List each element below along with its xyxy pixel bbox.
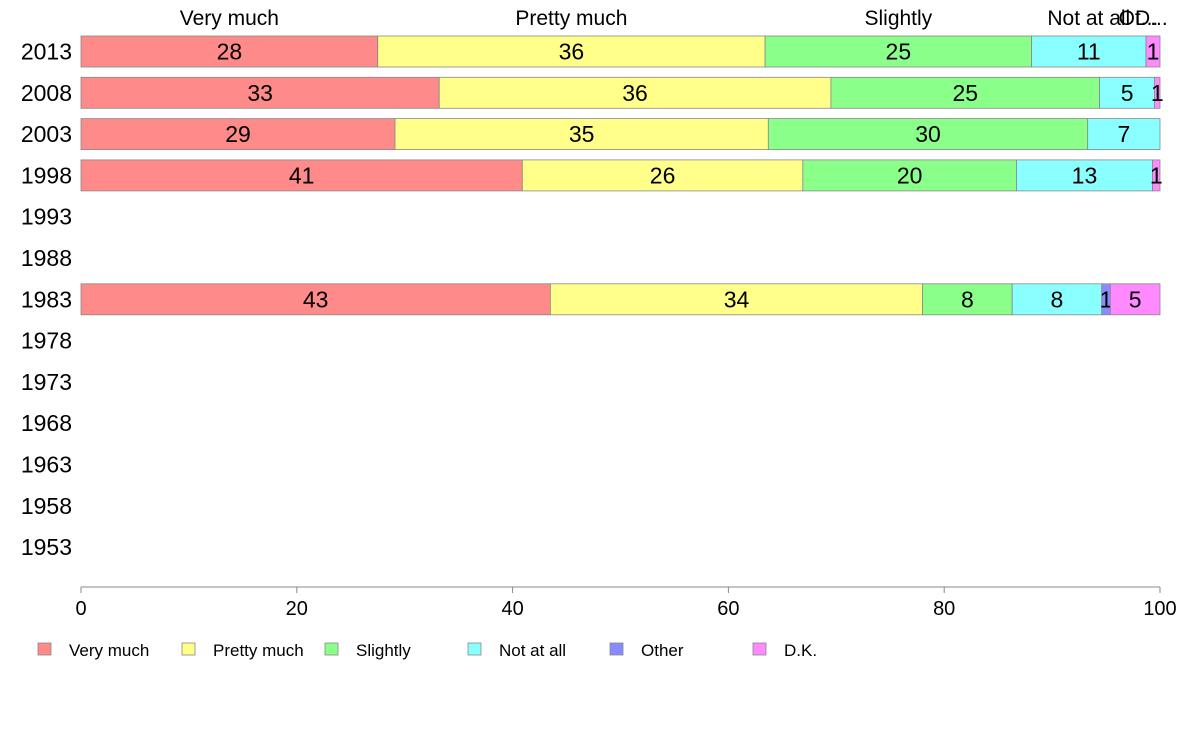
top-label-3: Not at all [1047,7,1130,30]
data-label-1998-d-k-: 1 [1150,162,1163,188]
data-label-1998-not-at-all: 13 [1072,162,1098,188]
bar-2008-very-much [80,76,440,109]
legend-swatch-pretty-much [181,642,196,656]
data-label-1983-very-much: 43 [303,286,329,312]
legend-swatch-other [609,642,624,656]
legend-swatch-very-much [37,642,52,656]
y-tick-label-1988: 1988 [21,245,72,271]
bar-1998-slightly [802,159,1017,192]
data-label-1998-pretty-much: 26 [650,162,676,188]
x-tick-label-60: 60 [717,598,739,620]
bar-1983-slightly [922,283,1013,316]
bar-2003-slightly [767,118,1089,150]
data-label-2003-very-much: 29 [225,121,251,147]
data-label-1983-d-k-: 5 [1129,286,1142,312]
legend-label-d-k-: D.K. [784,641,817,660]
y-tick-label-1983: 1983 [21,286,72,312]
data-label-2008-d-k-: 1 [1151,80,1164,106]
x-tick-label-100: 100 [1143,598,1176,620]
data-label-1983-slightly: 8 [961,286,974,312]
data-label-2008-pretty-much: 36 [622,80,648,106]
data-label-1983-pretty-much: 34 [724,286,750,312]
top-label-0: Very much [180,7,279,30]
bar-2003-not-at-all [1087,118,1161,150]
y-tick-label-1968: 1968 [21,410,72,436]
data-label-2013-not-at-all: 11 [1077,39,1101,65]
bar-1998-d-k- [1152,159,1161,192]
data-label-2003-slightly: 30 [915,121,941,147]
legend: Very much Pretty much Slightly Not at all Ot… [37,641,817,660]
legend-swatch-not-at-all [467,642,482,656]
bars-group: 28 36 25 11 133 36 25 5 129 35 30 741 26 20 13 143 34 8 8 1… [80,35,1164,316]
bar-2003-very-much [80,118,396,150]
legend-swatch-d-k- [752,642,767,656]
data-label-1983-not-at-all: 8 [1051,286,1064,312]
y-tick-label-2008: 2008 [21,80,72,106]
y-tick-label-1963: 1963 [21,452,72,478]
data-label-1998-slightly: 20 [897,162,923,188]
top-label-5: D... [1135,7,1168,30]
bar-2013-very-much [80,35,379,68]
bar-2008-pretty-much [438,76,832,109]
x-tick-label-80: 80 [933,598,955,620]
bar-2013-d-k- [1145,35,1161,68]
y-tick-label-1958: 1958 [21,493,72,519]
data-label-2003-pretty-much: 35 [569,121,595,147]
legend-label-pretty-much: Pretty much [213,641,304,660]
y-tick-label-2003: 2003 [21,121,72,147]
legend-swatch-slightly [324,642,339,656]
legend-label-not-at-all: Not at all [499,641,566,660]
top-label-4: Ot... [1119,7,1159,30]
data-label-1998-very-much: 41 [289,162,315,188]
legend-label-slightly: Slightly [356,641,411,660]
y-tick-label-1973: 1973 [21,369,72,395]
legend-label-other: Other [641,641,684,660]
top-label-1: Pretty much [515,7,627,30]
bar-2013-slightly [764,35,1032,68]
data-label-2013-pretty-much: 36 [559,39,585,65]
bar-2008-not-at-all [1099,76,1156,109]
y-tick-label-2013: 2013 [21,39,72,65]
bar-1998-very-much [80,159,523,192]
data-label-2013-very-much: 28 [217,39,243,65]
y-tick-label-1953: 1953 [21,534,72,560]
data-label-2008-slightly: 25 [952,80,978,106]
data-label-2013-slightly: 25 [886,39,912,65]
y-tick-label-1998: 1998 [21,162,72,188]
bar-1998-pretty-much [521,159,804,192]
bar-1983-very-much [80,283,551,316]
legend-label-very-much: Very much [69,641,149,660]
top-label-2: Slightly [864,7,932,30]
data-label-2008-not-at-all: 5 [1121,80,1134,106]
bar-2008-slightly [830,76,1100,109]
y-tick-label-1993: 1993 [21,204,72,230]
bar-2008-d-k- [1154,76,1161,109]
data-label-2008-very-much: 33 [247,80,273,106]
y-tick-label-1978: 1978 [21,328,72,354]
x-tick-label-40: 40 [501,598,523,620]
data-label-2003-not-at-all: 7 [1117,121,1130,147]
bar-1983-d-k- [1109,283,1161,316]
x-tick-label-20: 20 [286,598,308,620]
bar-2013-not-at-all [1031,35,1147,68]
bar-1998-not-at-all [1016,159,1153,192]
top-header-labels: Very much Pretty much Slightly Not at allOt… [180,7,1168,30]
bar-1983-pretty-much [549,283,924,316]
x-tick-label-0: 0 [75,598,86,620]
data-label-2013-d-k-: 1 [1147,39,1160,65]
x-axis: 0 20 40 60 80 100 [75,586,1177,620]
y-axis-labels: 2013 2008 2003 1998 1993 1988 1983 1978 1973 1968… [21,39,72,561]
data-label-1983-other: 1 [1100,286,1113,312]
